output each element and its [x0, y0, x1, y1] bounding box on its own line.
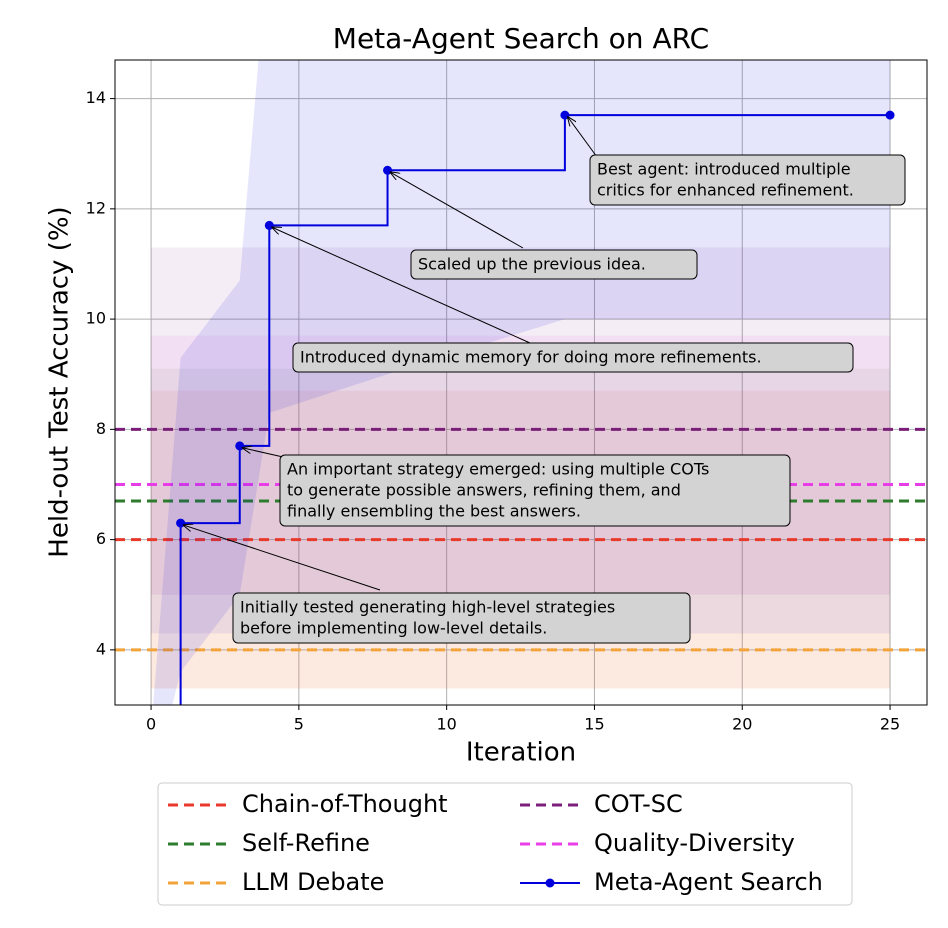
- annotation-box: [232, 592, 691, 644]
- marker: [383, 165, 393, 175]
- legend-marker: [545, 878, 555, 888]
- y-axis-label: Held-out Test Accuracy (%): [45, 206, 75, 557]
- annotation-text: finally ensembling the best answers.: [287, 502, 581, 521]
- y-tick-label: 6: [96, 529, 106, 548]
- marker: [885, 110, 895, 120]
- plot-frame: [114, 59, 928, 706]
- annotation-text: Introduced dynamic memory for doing more…: [300, 348, 762, 367]
- annotation-arrow: [272, 227, 531, 344]
- annotation-text: Best agent: introduced multiple: [597, 160, 851, 179]
- legend-label: Meta-Agent Search: [594, 868, 823, 896]
- annotation-box: [279, 454, 791, 527]
- annotation-arrow: [184, 525, 381, 591]
- legend-label: COT-SC: [594, 790, 683, 818]
- annotation-text: before implementing low-level details.: [240, 619, 547, 638]
- legend-label: Self-Refine: [242, 829, 370, 857]
- annotations: Initially tested generating high-level s…: [184, 117, 906, 644]
- x-tick-label: 15: [584, 715, 604, 734]
- x-tick-label: 20: [732, 715, 752, 734]
- y-tick-label: 14: [86, 88, 106, 107]
- x-tick-label: 10: [436, 715, 456, 734]
- legend-label: Chain-of-Thought: [242, 790, 448, 818]
- y-tick-label: 4: [96, 639, 106, 658]
- baseline-band: [151, 247, 891, 595]
- step-line: [179, 114, 891, 705]
- axes: 0 5 10 15 20 25 4 6 8 10 12 14: [86, 88, 901, 733]
- annotation-text: critics for enhanced refinement.: [597, 181, 854, 200]
- annotation-box: [292, 342, 854, 373]
- legend-label: LLM Debate: [242, 868, 384, 896]
- marker: [560, 110, 570, 120]
- legend: Chain-of-Thought Self-Refine LLM Debate COT…: [168, 790, 823, 896]
- x-tick-label: 0: [146, 715, 156, 734]
- annotation-box: [410, 249, 698, 280]
- annotation-arrow: [568, 117, 598, 158]
- plot-area: [115, 60, 927, 705]
- x-axis-label: Iteration: [466, 738, 576, 768]
- legend-box: [157, 782, 853, 906]
- legend-label: Quality-Diversity: [594, 829, 795, 857]
- annotation-arrow: [243, 448, 284, 458]
- x-tick-label: 25: [880, 715, 900, 734]
- annotation-text: Initially tested generating high-level s…: [240, 598, 615, 617]
- annotation-box: [589, 154, 906, 206]
- y-tick-label: 8: [96, 419, 106, 438]
- confidence-band: [153, 60, 891, 705]
- marker: [235, 441, 245, 451]
- annotation-text: An important strategy emerged: using mul…: [287, 460, 709, 479]
- chart-title: Meta-Agent Search on ARC: [333, 22, 709, 55]
- marker: [176, 518, 186, 528]
- y-tick-label: 12: [86, 198, 106, 217]
- annotation-text: Scaled up the previous idea.: [418, 255, 646, 274]
- x-tick-label: 5: [294, 715, 304, 734]
- y-tick-label: 10: [86, 309, 106, 328]
- annotation-text: to generate possible answers, refining t…: [287, 481, 681, 500]
- annotation-arrow: [391, 172, 524, 249]
- marker: [264, 220, 274, 230]
